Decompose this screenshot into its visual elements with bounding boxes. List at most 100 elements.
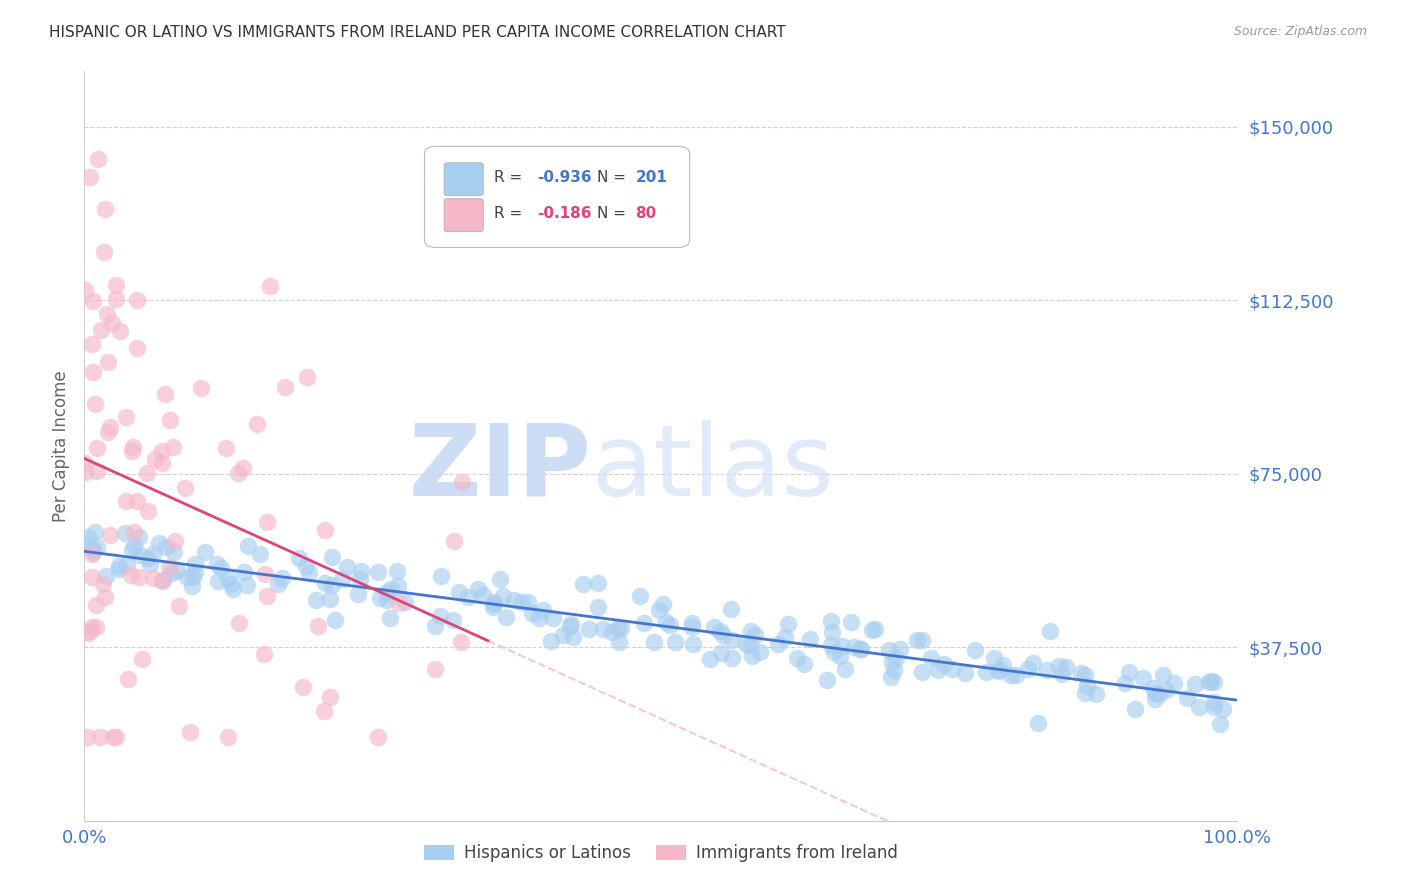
Point	[1184, 677, 1206, 691]
Point	[578, 622, 600, 636]
Point	[298, 566, 321, 580]
Text: -0.936: -0.936	[537, 170, 592, 186]
Point	[830, 649, 852, 664]
Point	[482, 594, 505, 608]
Point	[128, 570, 150, 584]
Point	[993, 658, 1015, 673]
Point	[375, 593, 398, 607]
Point	[911, 633, 934, 648]
Point	[86, 441, 108, 455]
Point	[651, 597, 673, 611]
Point	[880, 670, 903, 684]
Point	[160, 566, 183, 580]
Point	[98, 528, 121, 542]
Point	[740, 639, 762, 653]
Point	[1199, 674, 1222, 689]
Point	[447, 585, 470, 599]
Point	[115, 558, 138, 572]
Point	[974, 665, 997, 680]
Point	[953, 666, 976, 681]
Point	[128, 530, 150, 544]
Point	[121, 543, 143, 558]
Point	[124, 540, 146, 554]
FancyBboxPatch shape	[425, 146, 690, 247]
Point	[148, 535, 170, 549]
Point	[108, 558, 131, 573]
Point	[740, 624, 762, 638]
Point	[110, 324, 132, 338]
Point	[79, 170, 101, 185]
Point	[75, 283, 97, 297]
Point	[648, 603, 671, 617]
Point	[288, 550, 311, 565]
Point	[127, 494, 149, 508]
Point	[482, 597, 505, 611]
Point	[205, 557, 228, 571]
Point	[1074, 686, 1097, 700]
Point	[367, 731, 389, 745]
Point	[77, 626, 100, 640]
Point	[219, 577, 242, 591]
Point	[450, 635, 472, 649]
Point	[114, 525, 136, 540]
Point	[253, 647, 276, 661]
Point	[820, 615, 842, 629]
Point	[531, 603, 554, 617]
Point	[1074, 667, 1097, 681]
Point	[941, 662, 963, 676]
Point	[877, 643, 900, 657]
Point	[96, 308, 118, 322]
Point	[82, 365, 104, 379]
Point	[1163, 676, 1185, 690]
Point	[387, 564, 409, 578]
Point	[503, 593, 526, 607]
Legend: Hispanics or Latinos, Immigrants from Ireland: Hispanics or Latinos, Immigrants from Ir…	[418, 838, 904, 869]
Point	[321, 550, 343, 565]
Point	[1152, 668, 1174, 682]
Text: N =: N =	[598, 170, 631, 186]
Point	[1142, 681, 1164, 695]
Y-axis label: Per Capita Income: Per Capita Income	[52, 370, 70, 522]
Point	[181, 579, 204, 593]
Point	[492, 589, 515, 603]
Point	[741, 648, 763, 663]
Point	[387, 579, 409, 593]
Point	[87, 153, 110, 167]
Text: 80: 80	[636, 206, 657, 221]
Point	[467, 582, 489, 596]
Point	[380, 582, 402, 597]
Point	[232, 461, 254, 475]
Point	[105, 277, 128, 292]
Point	[766, 637, 789, 651]
Point	[76, 530, 98, 544]
Point	[388, 596, 411, 610]
Point	[141, 571, 163, 585]
Point	[152, 574, 174, 588]
Point	[115, 493, 138, 508]
Point	[179, 724, 201, 739]
Point	[314, 523, 336, 537]
Point	[607, 621, 630, 635]
Point	[121, 444, 143, 458]
Point	[423, 618, 446, 632]
Point	[270, 571, 292, 585]
Point	[1143, 685, 1166, 699]
Point	[190, 381, 212, 395]
Point	[330, 572, 353, 586]
Point	[256, 515, 278, 529]
Point	[849, 642, 872, 657]
Point	[367, 565, 389, 579]
Point	[84, 620, 107, 634]
Point	[932, 657, 955, 672]
Point	[114, 410, 136, 425]
Point	[1047, 658, 1070, 673]
Point	[541, 611, 564, 625]
Point	[194, 545, 217, 559]
Point	[560, 619, 582, 633]
Point	[863, 622, 886, 636]
Point	[173, 481, 195, 495]
Point	[136, 504, 159, 518]
Point	[562, 630, 585, 644]
FancyBboxPatch shape	[444, 162, 484, 195]
Point	[820, 638, 842, 652]
